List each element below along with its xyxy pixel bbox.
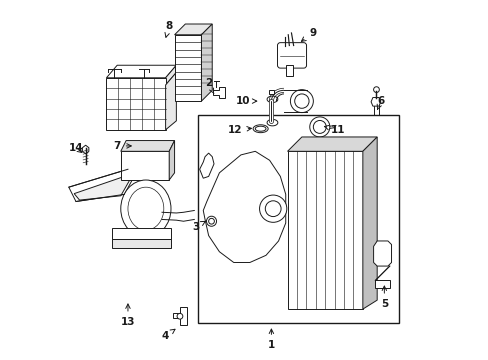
Bar	[198, 116, 398, 323]
Polygon shape	[106, 65, 176, 78]
Circle shape	[206, 216, 216, 226]
Text: 3: 3	[192, 221, 205, 231]
Circle shape	[290, 90, 313, 113]
Polygon shape	[174, 35, 201, 101]
Bar	[373, 102, 378, 116]
Circle shape	[313, 121, 325, 134]
Polygon shape	[370, 98, 380, 106]
Polygon shape	[172, 307, 187, 325]
Polygon shape	[213, 87, 224, 98]
Polygon shape	[165, 72, 176, 130]
Text: 14: 14	[68, 143, 83, 153]
Polygon shape	[174, 24, 212, 35]
Text: 12: 12	[228, 125, 251, 135]
Polygon shape	[165, 65, 176, 85]
Ellipse shape	[253, 125, 267, 133]
Bar	[285, 65, 292, 76]
Circle shape	[265, 201, 281, 217]
Polygon shape	[121, 140, 174, 151]
Circle shape	[259, 195, 286, 222]
Text: 9: 9	[301, 28, 316, 41]
Text: 8: 8	[164, 21, 172, 37]
Polygon shape	[362, 137, 376, 309]
Ellipse shape	[255, 126, 265, 131]
Polygon shape	[106, 78, 165, 130]
Polygon shape	[82, 145, 89, 154]
Text: 10: 10	[235, 96, 256, 106]
Polygon shape	[287, 151, 362, 309]
Text: 1: 1	[267, 329, 274, 350]
Circle shape	[373, 87, 379, 93]
Polygon shape	[199, 153, 214, 178]
Polygon shape	[375, 280, 389, 288]
Polygon shape	[287, 137, 376, 151]
Circle shape	[294, 94, 308, 108]
Text: 7: 7	[113, 141, 131, 151]
Ellipse shape	[128, 187, 163, 230]
Circle shape	[177, 314, 183, 319]
Polygon shape	[203, 151, 285, 262]
Polygon shape	[373, 241, 391, 266]
Text: 13: 13	[121, 304, 135, 327]
Text: 6: 6	[376, 96, 384, 109]
Polygon shape	[169, 140, 174, 180]
Bar	[268, 90, 273, 94]
Text: 2: 2	[204, 78, 213, 94]
Circle shape	[208, 219, 214, 224]
Polygon shape	[112, 239, 171, 248]
FancyBboxPatch shape	[277, 42, 306, 68]
Polygon shape	[112, 228, 171, 239]
Polygon shape	[201, 24, 212, 101]
Circle shape	[309, 117, 329, 137]
Polygon shape	[74, 176, 129, 200]
Text: 4: 4	[162, 329, 175, 341]
Text: 11: 11	[324, 125, 345, 135]
Polygon shape	[69, 169, 135, 202]
Ellipse shape	[121, 180, 171, 237]
Text: 5: 5	[380, 286, 387, 309]
Polygon shape	[121, 151, 169, 180]
